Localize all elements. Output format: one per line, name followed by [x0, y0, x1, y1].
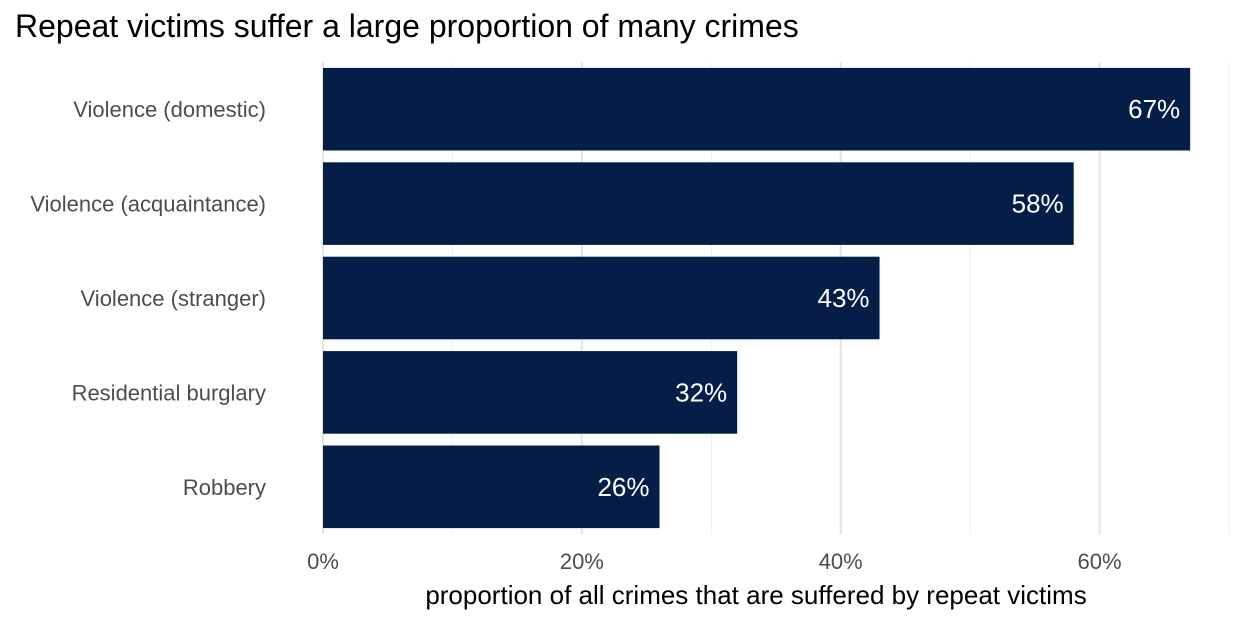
- x-tick-label: 60%: [1078, 549, 1122, 574]
- bar-value-label: 67%: [1128, 94, 1180, 124]
- x-tick-labels: 0% 20% 40% 60%: [307, 549, 1121, 574]
- bar: [323, 445, 660, 529]
- bars: 67% 58% 43% 32% 26%: [323, 67, 1191, 529]
- bar: [323, 67, 1191, 151]
- bar-value-label: 58%: [1012, 189, 1064, 219]
- category-label: Violence (stranger): [81, 286, 266, 311]
- x-tick-label: 40%: [819, 549, 863, 574]
- bar: [323, 351, 738, 434]
- x-tick-label: 0%: [307, 549, 339, 574]
- category-label: Violence (acquaintance): [30, 192, 266, 217]
- bar-value-label: 26%: [597, 472, 649, 502]
- x-axis-title: proportion of all crimes that are suffer…: [425, 580, 1086, 610]
- category-label: Residential burglary: [72, 380, 266, 405]
- bar-value-label: 43%: [817, 283, 869, 313]
- bar: [323, 162, 1074, 245]
- chart-title: Repeat victims suffer a large proportion…: [15, 8, 799, 44]
- category-label: Robbery: [183, 475, 266, 500]
- bar: [323, 256, 880, 340]
- bar-value-label: 32%: [675, 377, 727, 407]
- category-labels: Violence (domestic) Violence (acquaintanc…: [30, 97, 266, 500]
- x-tick-label: 20%: [560, 549, 604, 574]
- category-label: Violence (domestic): [73, 97, 266, 122]
